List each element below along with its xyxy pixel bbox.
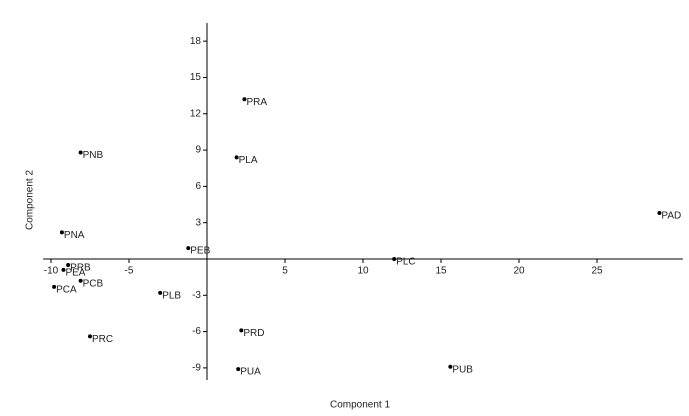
point: [158, 290, 163, 295]
y-tick-label: 9: [195, 145, 201, 156]
y-tick-label: -3: [192, 290, 201, 301]
point-label: PLC: [396, 257, 415, 268]
point-label: PCA: [56, 284, 77, 295]
point: [242, 97, 247, 102]
point-label: PRB: [70, 263, 91, 274]
point: [88, 334, 92, 339]
y-tick-label: 15: [190, 72, 202, 83]
point: [59, 230, 64, 235]
point-label: PUB: [452, 364, 473, 375]
x-tick-label: 25: [591, 266, 603, 277]
point-label: PLB: [162, 291, 181, 302]
point: [239, 328, 244, 333]
point-label: PRC: [92, 334, 113, 345]
x-tick-label: 10: [357, 266, 369, 277]
y-tick-label: -9: [192, 363, 201, 374]
point: [78, 278, 83, 283]
x-tick-label: 15: [435, 266, 447, 277]
point-label: PLA: [239, 155, 258, 166]
point: [61, 267, 66, 272]
point: [52, 284, 57, 289]
point: [78, 150, 83, 155]
point: [392, 256, 397, 261]
point-label: PRA: [246, 97, 267, 108]
point: [234, 155, 239, 160]
point-label: PEA: [65, 268, 85, 279]
point: [448, 364, 453, 369]
point-label: PNA: [64, 230, 85, 241]
y-tick-label: 3: [195, 217, 201, 228]
x-tick-label: -10: [44, 266, 59, 277]
y-axis-label: Component 2: [25, 170, 36, 230]
y-tick-label: 18: [190, 36, 202, 47]
x-tick-label: 20: [513, 266, 525, 277]
x-tick-label: -5: [125, 266, 134, 277]
x-tick-label: 5: [282, 266, 288, 277]
point: [186, 246, 191, 251]
point-label: PNB: [83, 150, 104, 161]
point: [657, 210, 662, 215]
point-label: PCB: [83, 278, 104, 289]
point-label: PAD: [661, 211, 681, 222]
point-label: PRD: [243, 328, 264, 339]
point-label: PUA: [240, 367, 261, 378]
point: [236, 367, 241, 372]
point-label: PEB: [190, 246, 210, 257]
y-tick-label: -6: [192, 326, 201, 337]
x-axis-label: Component 1: [330, 400, 390, 411]
y-tick-label: 6: [195, 181, 201, 192]
point: [66, 263, 71, 268]
y-tick-label: 12: [190, 108, 202, 119]
